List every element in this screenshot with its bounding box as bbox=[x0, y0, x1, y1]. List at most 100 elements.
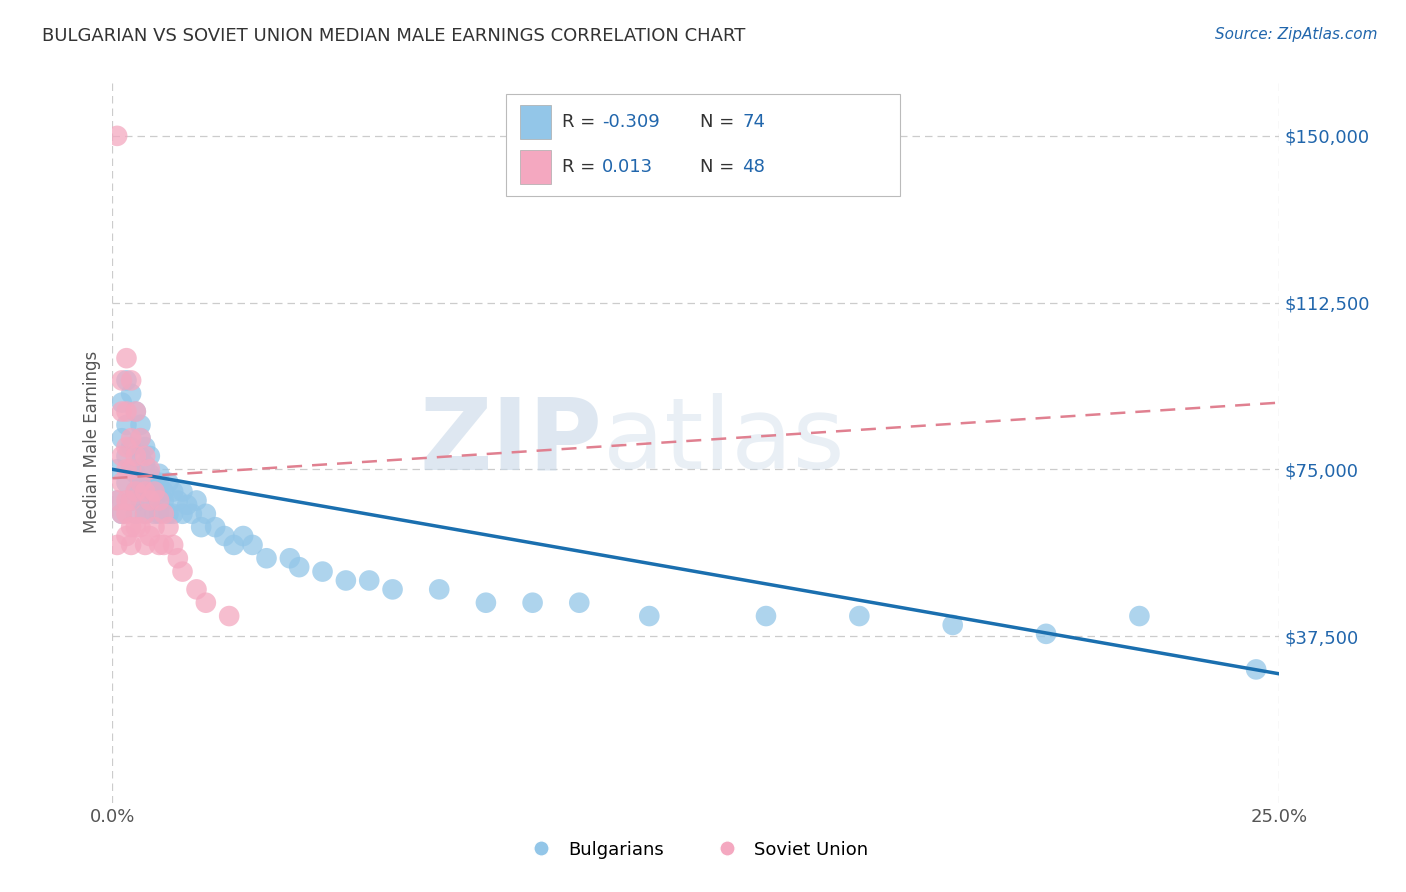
Point bbox=[125, 449, 148, 463]
Point bbox=[942, 618, 965, 632]
Point bbox=[568, 596, 591, 610]
Point bbox=[105, 493, 128, 508]
Point bbox=[162, 538, 184, 552]
Point bbox=[115, 462, 138, 476]
Point bbox=[115, 404, 138, 418]
Point bbox=[105, 493, 128, 508]
Point bbox=[143, 484, 166, 499]
Point bbox=[1244, 662, 1267, 676]
Point bbox=[157, 507, 180, 521]
Point bbox=[755, 609, 778, 624]
Point bbox=[115, 449, 138, 463]
Point bbox=[111, 507, 134, 521]
Point bbox=[115, 417, 138, 432]
Point bbox=[172, 565, 194, 579]
Point bbox=[125, 404, 148, 418]
Text: 74: 74 bbox=[742, 113, 765, 131]
Text: BULGARIAN VS SOVIET UNION MEDIAN MALE EARNINGS CORRELATION CHART: BULGARIAN VS SOVIET UNION MEDIAN MALE EA… bbox=[42, 27, 745, 45]
Point bbox=[242, 538, 264, 552]
Point bbox=[232, 529, 254, 543]
Point bbox=[125, 467, 148, 481]
Point bbox=[148, 493, 170, 508]
Point bbox=[176, 498, 198, 512]
Point bbox=[115, 475, 138, 490]
Point bbox=[129, 449, 152, 463]
Text: R =: R = bbox=[562, 113, 602, 131]
Point bbox=[134, 507, 156, 521]
Point bbox=[120, 431, 142, 445]
Point bbox=[139, 484, 162, 499]
Point bbox=[129, 431, 152, 445]
Point bbox=[157, 475, 180, 490]
Point bbox=[278, 551, 301, 566]
Point bbox=[166, 493, 188, 508]
Point bbox=[153, 507, 176, 521]
Point bbox=[120, 373, 142, 387]
Point bbox=[129, 520, 152, 534]
Point bbox=[148, 538, 170, 552]
Point bbox=[120, 493, 142, 508]
Point bbox=[120, 462, 142, 476]
Text: atlas: atlas bbox=[603, 393, 844, 490]
Point bbox=[186, 582, 208, 597]
Point bbox=[111, 449, 134, 463]
Point bbox=[129, 493, 152, 508]
Point bbox=[143, 520, 166, 534]
Point bbox=[162, 484, 184, 499]
Legend: Bulgarians, Soviet Union: Bulgarians, Soviet Union bbox=[516, 834, 876, 866]
Point bbox=[120, 520, 142, 534]
Point bbox=[335, 574, 357, 588]
Point bbox=[111, 373, 134, 387]
Point bbox=[172, 484, 194, 499]
Point bbox=[134, 538, 156, 552]
Point bbox=[129, 475, 152, 490]
Point bbox=[153, 484, 176, 499]
Point bbox=[134, 440, 156, 454]
Point bbox=[134, 484, 156, 499]
Point bbox=[139, 493, 162, 508]
Point bbox=[120, 440, 142, 454]
Point bbox=[115, 351, 138, 366]
Point bbox=[148, 467, 170, 481]
Point bbox=[194, 596, 217, 610]
Point bbox=[157, 520, 180, 534]
Point bbox=[381, 582, 404, 597]
Point bbox=[172, 507, 194, 521]
Point bbox=[204, 520, 226, 534]
Point bbox=[129, 431, 152, 445]
Point bbox=[111, 431, 134, 445]
Point bbox=[190, 520, 212, 534]
Point bbox=[115, 507, 138, 521]
Point bbox=[186, 493, 208, 508]
Point bbox=[134, 475, 156, 490]
Point bbox=[427, 582, 450, 597]
Point bbox=[134, 507, 156, 521]
Point bbox=[125, 484, 148, 499]
Point bbox=[288, 560, 311, 574]
Point bbox=[111, 475, 134, 490]
Point bbox=[111, 395, 134, 409]
Point bbox=[120, 386, 142, 401]
Point bbox=[111, 507, 134, 521]
Point bbox=[222, 538, 245, 552]
Text: N =: N = bbox=[700, 113, 740, 131]
Point bbox=[1035, 627, 1057, 641]
Point bbox=[129, 417, 152, 432]
Text: R =: R = bbox=[562, 158, 602, 176]
Point bbox=[148, 475, 170, 490]
Point bbox=[120, 493, 142, 508]
Point bbox=[162, 507, 184, 521]
Point bbox=[120, 538, 142, 552]
Point bbox=[194, 507, 217, 521]
Point bbox=[143, 484, 166, 499]
Point bbox=[848, 609, 870, 624]
Text: ZIP: ZIP bbox=[420, 393, 603, 490]
Point bbox=[125, 404, 148, 418]
Point bbox=[148, 493, 170, 508]
Point bbox=[522, 596, 544, 610]
Point bbox=[105, 462, 128, 476]
Point bbox=[143, 475, 166, 490]
Point bbox=[105, 538, 128, 552]
Point bbox=[115, 373, 138, 387]
Point bbox=[129, 475, 152, 490]
